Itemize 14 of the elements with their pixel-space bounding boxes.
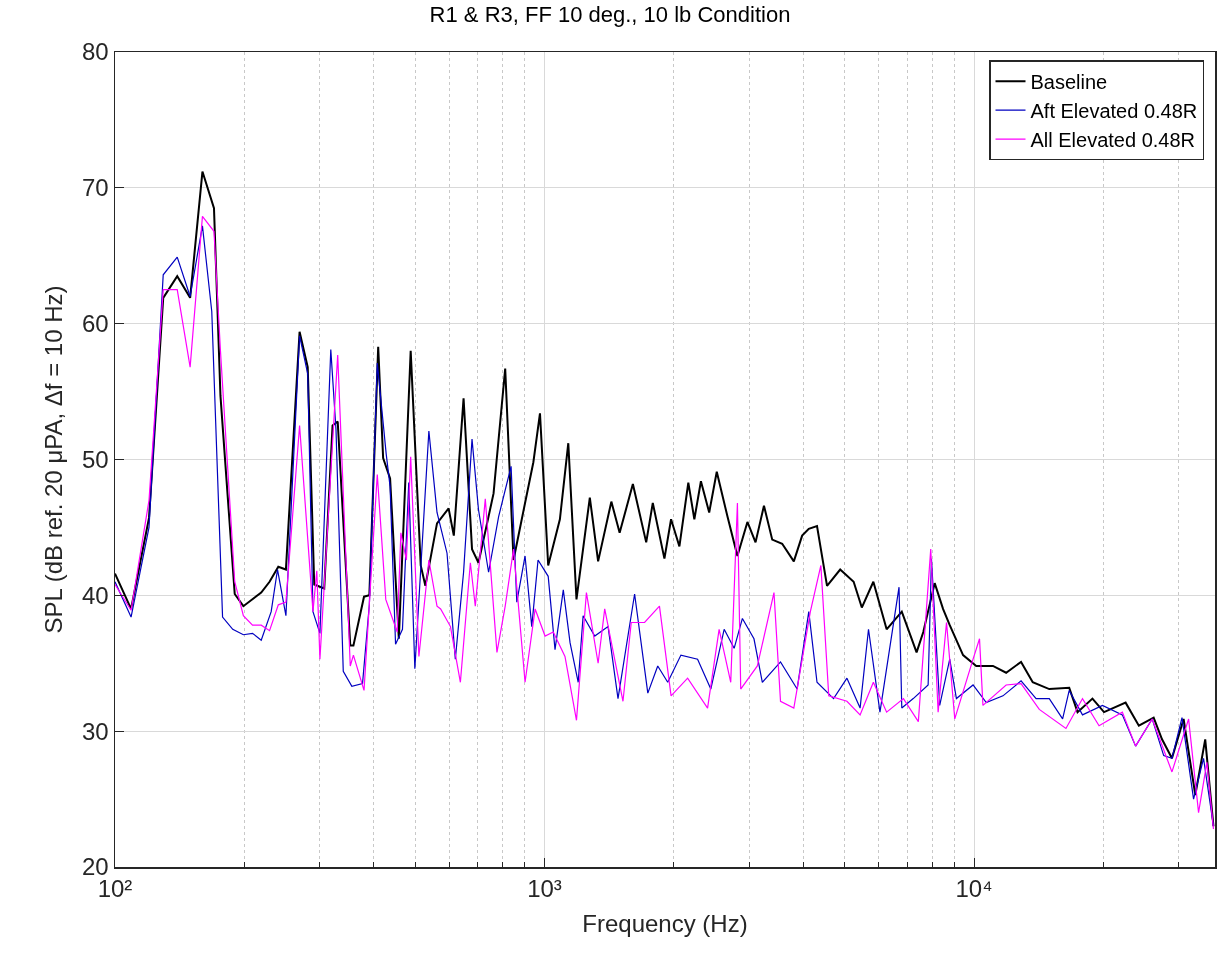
y-tick-label: 60 (82, 310, 109, 338)
legend-label: Baseline (1030, 70, 1108, 93)
x-axis-title: Frequency (Hz) (582, 910, 748, 938)
y-tick-label: 70 (82, 174, 109, 202)
y-tick-label: 80 (82, 38, 109, 66)
y-axis-title: SPL (dB ref. 20 μPA, Δf = 10 Hz) (40, 285, 68, 634)
y-tick-label: 40 (82, 581, 109, 609)
chart-title: R1 & R3, FF 10 deg., 10 lb Condition (429, 2, 791, 28)
y-tick-label: 50 (82, 445, 109, 473)
legend-label: Aft Elevated 0.48R (1030, 99, 1198, 122)
y-tick-label: 30 (82, 717, 109, 745)
x-tick-label: 10⁴ (955, 875, 993, 903)
x-tick-label: 10³ (527, 875, 562, 903)
legend-label: All Elevated 0.48R (1030, 128, 1196, 151)
